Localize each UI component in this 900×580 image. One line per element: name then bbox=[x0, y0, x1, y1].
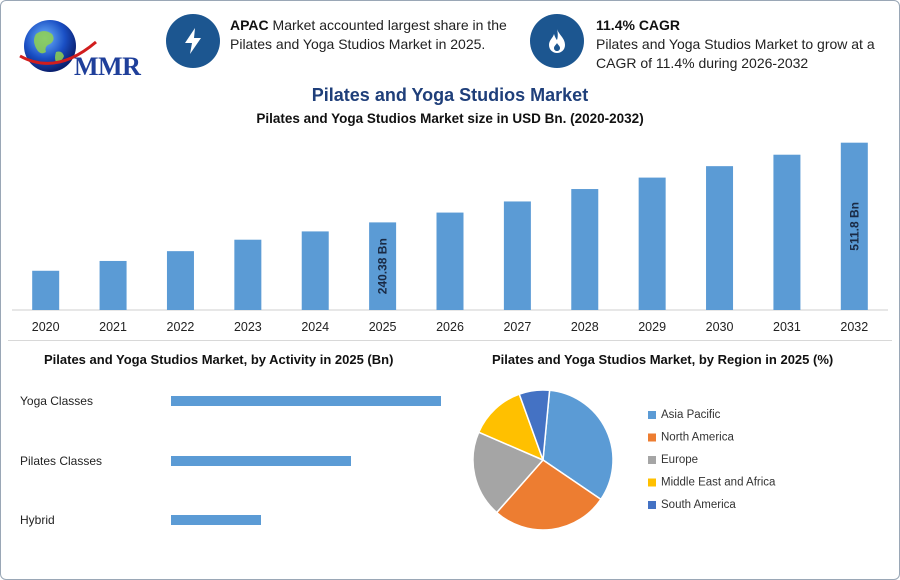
legend-label: South America bbox=[661, 499, 736, 511]
bar-2024 bbox=[301, 231, 329, 310]
x-tick-label: 2023 bbox=[234, 320, 262, 334]
x-tick-label: 2026 bbox=[436, 320, 464, 334]
bar-2027 bbox=[503, 201, 531, 310]
pie-slice-2 bbox=[472, 431, 545, 514]
activity-chart-title: Pilates and Yoga Studios Market, by Acti… bbox=[44, 352, 394, 367]
legend-swatch-0 bbox=[648, 411, 656, 419]
x-tick-label: 2032 bbox=[840, 320, 868, 334]
bar-2023 bbox=[234, 239, 262, 310]
pie-slice-4 bbox=[518, 389, 551, 461]
legend-swatch-4 bbox=[648, 501, 656, 509]
bar-2025 bbox=[369, 222, 397, 310]
flame-icon bbox=[549, 29, 565, 53]
x-tick-label: 2030 bbox=[706, 320, 734, 334]
activity-bar-1 bbox=[171, 456, 351, 466]
pie-slice-1 bbox=[495, 459, 602, 531]
info-card-1-body: Market accounted largest share in the Pi… bbox=[230, 17, 507, 52]
activity-bar-2 bbox=[171, 515, 261, 525]
legend-swatch-2 bbox=[648, 456, 656, 464]
section-divider bbox=[8, 340, 892, 341]
info-card-2-text: 11.4% CAGR Pilates and Yoga Studios Mark… bbox=[596, 16, 886, 73]
x-tick-label: 2025 bbox=[369, 320, 397, 334]
activity-label: Yoga Classes bbox=[20, 394, 93, 408]
bar-2028 bbox=[571, 189, 599, 310]
bar-2021 bbox=[99, 260, 127, 310]
x-tick-label: 2020 bbox=[32, 320, 60, 334]
legend-label: Europe bbox=[661, 454, 698, 466]
data-label-2032: 511.8 Bn bbox=[847, 202, 861, 251]
pie-slice-0 bbox=[542, 389, 614, 501]
activity-bar-0 bbox=[171, 396, 441, 406]
info-card-1-bold: APAC bbox=[230, 17, 269, 33]
activity-bar-chart: Yoga Classes Pilates Classes Hybrid bbox=[20, 394, 441, 527]
bar-2031 bbox=[773, 154, 801, 310]
bar-2022 bbox=[166, 251, 194, 310]
mmr-logo: MMR bbox=[16, 12, 141, 81]
region-pie-chart: Asia Pacific North America Europe Middle Ea… bbox=[472, 389, 776, 531]
legend-swatch-1 bbox=[648, 433, 656, 442]
x-tick-label: 2027 bbox=[503, 320, 531, 334]
activity-label: Pilates Classes bbox=[20, 454, 102, 468]
info-card-2-body: Pilates and Yoga Studios Market to grow … bbox=[596, 36, 875, 71]
bar-2032 bbox=[840, 142, 868, 310]
globe-icon bbox=[19, 20, 97, 72]
logo-text: MMR bbox=[74, 52, 141, 81]
x-tick-label: 2028 bbox=[571, 320, 599, 334]
legend-label: Asia Pacific bbox=[661, 409, 721, 421]
region-chart-title: Pilates and Yoga Studios Market, by Regi… bbox=[492, 352, 834, 367]
pie-slice-3 bbox=[477, 393, 545, 462]
bar-chart-title: Pilates and Yoga Studios Market size in … bbox=[256, 111, 644, 126]
activity-label: Hybrid bbox=[20, 513, 55, 527]
x-tick-label: 2024 bbox=[301, 320, 329, 334]
info-card-2-bold: 11.4% CAGR bbox=[596, 17, 681, 33]
market-size-bar-chart: 2020 2021 2022 2023 2024 2025 240.38 Bn 2026 202… bbox=[12, 142, 888, 334]
legend-label: North America bbox=[661, 432, 734, 444]
legend-swatch-3 bbox=[648, 478, 656, 487]
info-card-1-icon-circle bbox=[166, 14, 220, 68]
x-tick-label: 2029 bbox=[638, 320, 666, 334]
bar-2030 bbox=[706, 166, 734, 310]
info-card-1-text: APAC Market accounted largest share in t… bbox=[230, 16, 520, 54]
bar-2026 bbox=[436, 212, 464, 310]
legend-label: Middle East and Africa bbox=[661, 477, 776, 489]
info-card-2-icon-circle bbox=[530, 14, 584, 68]
x-tick-label: 2021 bbox=[99, 320, 127, 334]
data-label-2025: 240.38 Bn bbox=[376, 238, 390, 294]
bar-2020 bbox=[32, 270, 60, 310]
x-tick-label: 2022 bbox=[167, 320, 195, 334]
bar-2029 bbox=[638, 177, 666, 310]
page-title: Pilates and Yoga Studios Market bbox=[311, 85, 589, 105]
x-tick-label: 2031 bbox=[773, 320, 801, 334]
lightning-icon bbox=[185, 28, 201, 54]
